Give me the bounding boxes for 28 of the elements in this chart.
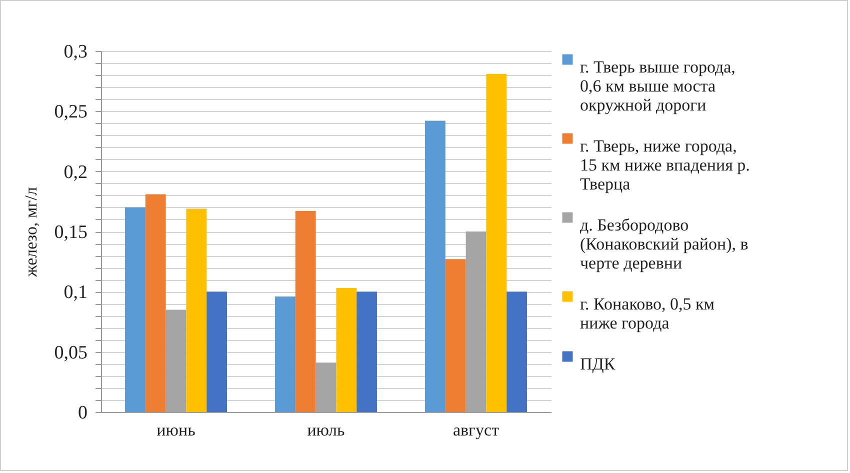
legend-label: г. Тверь, ниже города, 15 км ниже впадения р. Тверца [580, 136, 750, 194]
bar [356, 292, 377, 412]
bar [206, 292, 227, 412]
y-axis-title: железо, мг/л [21, 186, 40, 278]
y-tick-label: 0,2 [64, 162, 88, 183]
bar [186, 208, 207, 412]
y-tick-label: 0,1 [64, 282, 88, 304]
bar [145, 194, 166, 412]
legend-label: г. Тверь выше города, 0,6 км выше моста окружной дороги [580, 58, 736, 114]
bar [275, 296, 296, 412]
y-tick-label: 0,05 [54, 342, 88, 364]
legend-label: ПДК [580, 354, 616, 374]
bar [445, 259, 466, 412]
bar [336, 288, 357, 412]
bar [425, 120, 446, 412]
legend-label: г. Конаково, 0,5 км ниже города [580, 294, 715, 332]
bar [125, 207, 146, 412]
y-tick-label: 0,3 [64, 42, 88, 62]
y-tick-label: 0,25 [54, 102, 88, 123]
bar [486, 74, 507, 412]
legend-label: д. Безбородово (Конаковский район), в черте деревни [580, 216, 748, 272]
bar [295, 211, 316, 412]
x-tick-label: июнь [156, 420, 196, 440]
y-tick-label: 0,15 [54, 222, 88, 243]
y-tick-label: 0 [78, 402, 88, 424]
x-tick-label: июль [307, 420, 346, 440]
bar [506, 292, 527, 412]
x-tick-label: август [452, 420, 500, 440]
